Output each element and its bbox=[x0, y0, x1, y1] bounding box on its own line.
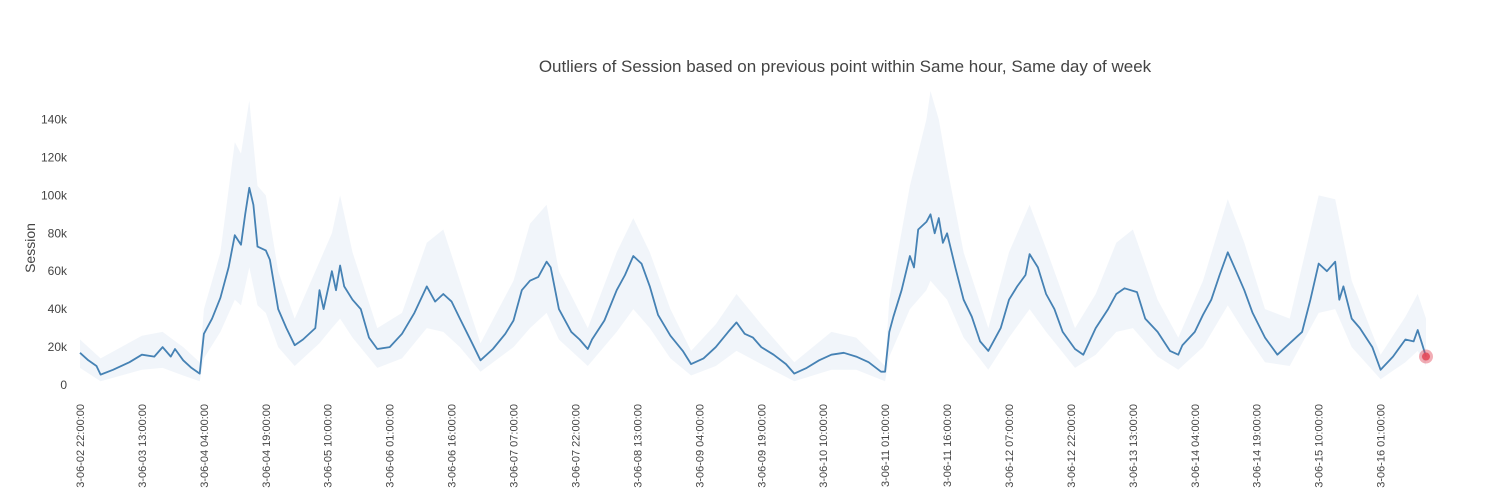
x-tick-label: 3-06-06 16:00:00 bbox=[447, 404, 459, 488]
x-tick-label: 3-06-03 13:00:00 bbox=[137, 404, 149, 488]
x-tick-label: 3-06-13 13:00:00 bbox=[1128, 404, 1140, 488]
y-tick-label: 0 bbox=[60, 378, 67, 392]
x-tick-label: 3-06-07 22:00:00 bbox=[571, 404, 583, 488]
series-line-layer bbox=[79, 186, 1427, 376]
y-tick-label: 20k bbox=[48, 340, 68, 354]
x-tick-label: 3-06-04 04:00:00 bbox=[199, 404, 211, 488]
x-tick-label: 3-06-11 16:00:00 bbox=[942, 404, 954, 487]
y-axis-label: Session bbox=[22, 223, 38, 273]
x-tick-label: 3-06-16 01:00:00 bbox=[1376, 404, 1388, 488]
y-tick-label: 120k bbox=[41, 150, 68, 164]
outlier-point-0[interactable] bbox=[1422, 352, 1430, 361]
y-tick-label: 60k bbox=[48, 264, 68, 278]
outlier-layer bbox=[1419, 349, 1433, 364]
x-tick-label: 3-06-09 19:00:00 bbox=[756, 404, 768, 488]
x-tick-label: 3-06-12 22:00:00 bbox=[1066, 404, 1078, 488]
x-tick-label: 3-06-11 01:00:00 bbox=[880, 404, 892, 487]
x-tick-label: 3-06-08 13:00:00 bbox=[632, 404, 644, 488]
y-tick-label: 80k bbox=[48, 226, 68, 240]
x-axis-ticks: 3-06-02 22:00:00 3-06-03 13:00:00 3-06-04 … bbox=[75, 404, 1388, 488]
y-tick-label: 40k bbox=[48, 302, 68, 316]
x-tick-label: 3-06-04 19:00:00 bbox=[261, 404, 273, 488]
series-line-0 bbox=[79, 186, 1427, 376]
y-axis-ticks: 0 20k 40k 60k 80k 100k 120k 140k bbox=[41, 113, 68, 393]
x-tick-label: 3-06-06 01:00:00 bbox=[385, 404, 397, 488]
x-tick-label: 3-06-12 07:00:00 bbox=[1004, 404, 1016, 488]
chart-title: Outliers of Session based on previous po… bbox=[539, 57, 1152, 76]
x-tick-label: 3-06-05 10:00:00 bbox=[323, 404, 335, 488]
x-tick-label: 3-06-07 07:00:00 bbox=[509, 404, 521, 488]
x-tick-label: 3-06-14 19:00:00 bbox=[1252, 404, 1264, 488]
x-tick-label: 3-06-09 04:00:00 bbox=[694, 404, 706, 488]
y-tick-label: 100k bbox=[41, 188, 68, 202]
x-tick-label: 3-06-15 10:00:00 bbox=[1314, 404, 1326, 488]
x-tick-label: 3-06-10 10:00:00 bbox=[818, 404, 830, 488]
x-tick-label: 3-06-02 22:00:00 bbox=[75, 404, 87, 488]
y-tick-label: 140k bbox=[41, 113, 68, 127]
x-tick-label: 3-06-14 04:00:00 bbox=[1190, 404, 1202, 488]
